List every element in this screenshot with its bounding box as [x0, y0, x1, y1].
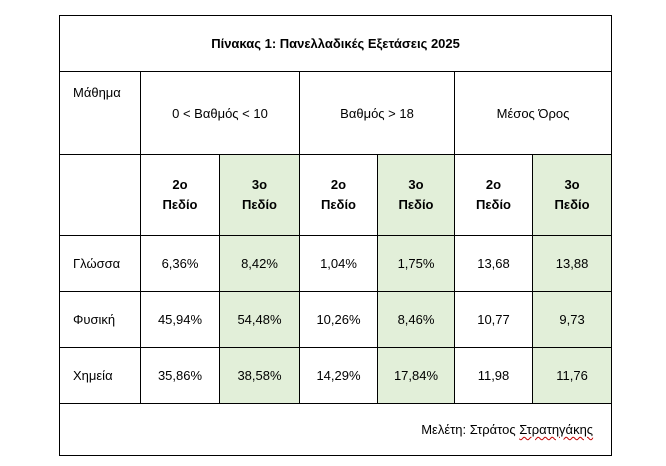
value-cell: 35,86%: [140, 347, 220, 404]
empty-header-cell: [59, 154, 141, 236]
table-row: Γλώσσα 6,36% 8,42% 1,04% 1,75% 13,68 13,…: [59, 235, 613, 292]
value-cell: 10,77: [454, 291, 533, 348]
field-header: 3ο Πεδίο: [377, 154, 455, 236]
credit-surname: Στρατηγάκης: [519, 422, 594, 437]
value-cell: 6,36%: [140, 235, 220, 292]
value-cell: 1,75%: [377, 235, 455, 292]
results-table: Πίνακας 1: Πανελλαδικές Εξετάσεις 2025 Μ…: [58, 15, 613, 456]
subject-column-header: Μάθημα: [59, 71, 141, 155]
value-cell: 1,04%: [299, 235, 378, 292]
value-cell: 11,98: [454, 347, 533, 404]
group-header-average: Μέσος Όρος: [453, 71, 613, 155]
table-row: Χημεία 35,86% 38,58% 14,29% 17,84% 11,98…: [59, 347, 613, 404]
field-header: 2ο Πεδίο: [140, 154, 220, 236]
value-cell: 8,42%: [219, 235, 300, 292]
value-cell: 13,88: [531, 235, 613, 292]
table-row: Φυσική 45,94% 54,48% 10,26% 8,46% 10,77 …: [59, 291, 613, 348]
credit-prefix: Μελέτη: Στράτος: [421, 422, 520, 437]
group-header-high-grade: Βαθμός > 18: [299, 71, 455, 155]
field-header: 2ο Πεδίο: [454, 154, 533, 236]
subject-cell: Γλώσσα: [59, 235, 141, 292]
value-cell: 54,48%: [219, 291, 300, 348]
field-header: 3ο Πεδίο: [531, 154, 613, 236]
field-header: 2ο Πεδίο: [299, 154, 378, 236]
subject-cell: Χημεία: [59, 347, 141, 404]
value-cell: 8,46%: [377, 291, 455, 348]
value-cell: 17,84%: [377, 347, 455, 404]
subject-cell: Φυσική: [59, 291, 141, 348]
value-cell: 11,76: [531, 347, 613, 404]
value-cell: 9,73: [531, 291, 613, 348]
value-cell: 38,58%: [219, 347, 300, 404]
value-cell: 45,94%: [140, 291, 220, 348]
value-cell: 14,29%: [299, 347, 378, 404]
study-credit: Μελέτη: Στράτος Στρατηγάκης: [58, 403, 613, 456]
field-header: 3ο Πεδίο: [219, 154, 300, 236]
value-cell: 10,26%: [299, 291, 378, 348]
value-cell: 13,68: [454, 235, 533, 292]
table-title: Πίνακας 1: Πανελλαδικές Εξετάσεις 2025: [58, 15, 613, 72]
group-header-low-grade: 0 < Βαθμός < 10: [140, 71, 300, 155]
